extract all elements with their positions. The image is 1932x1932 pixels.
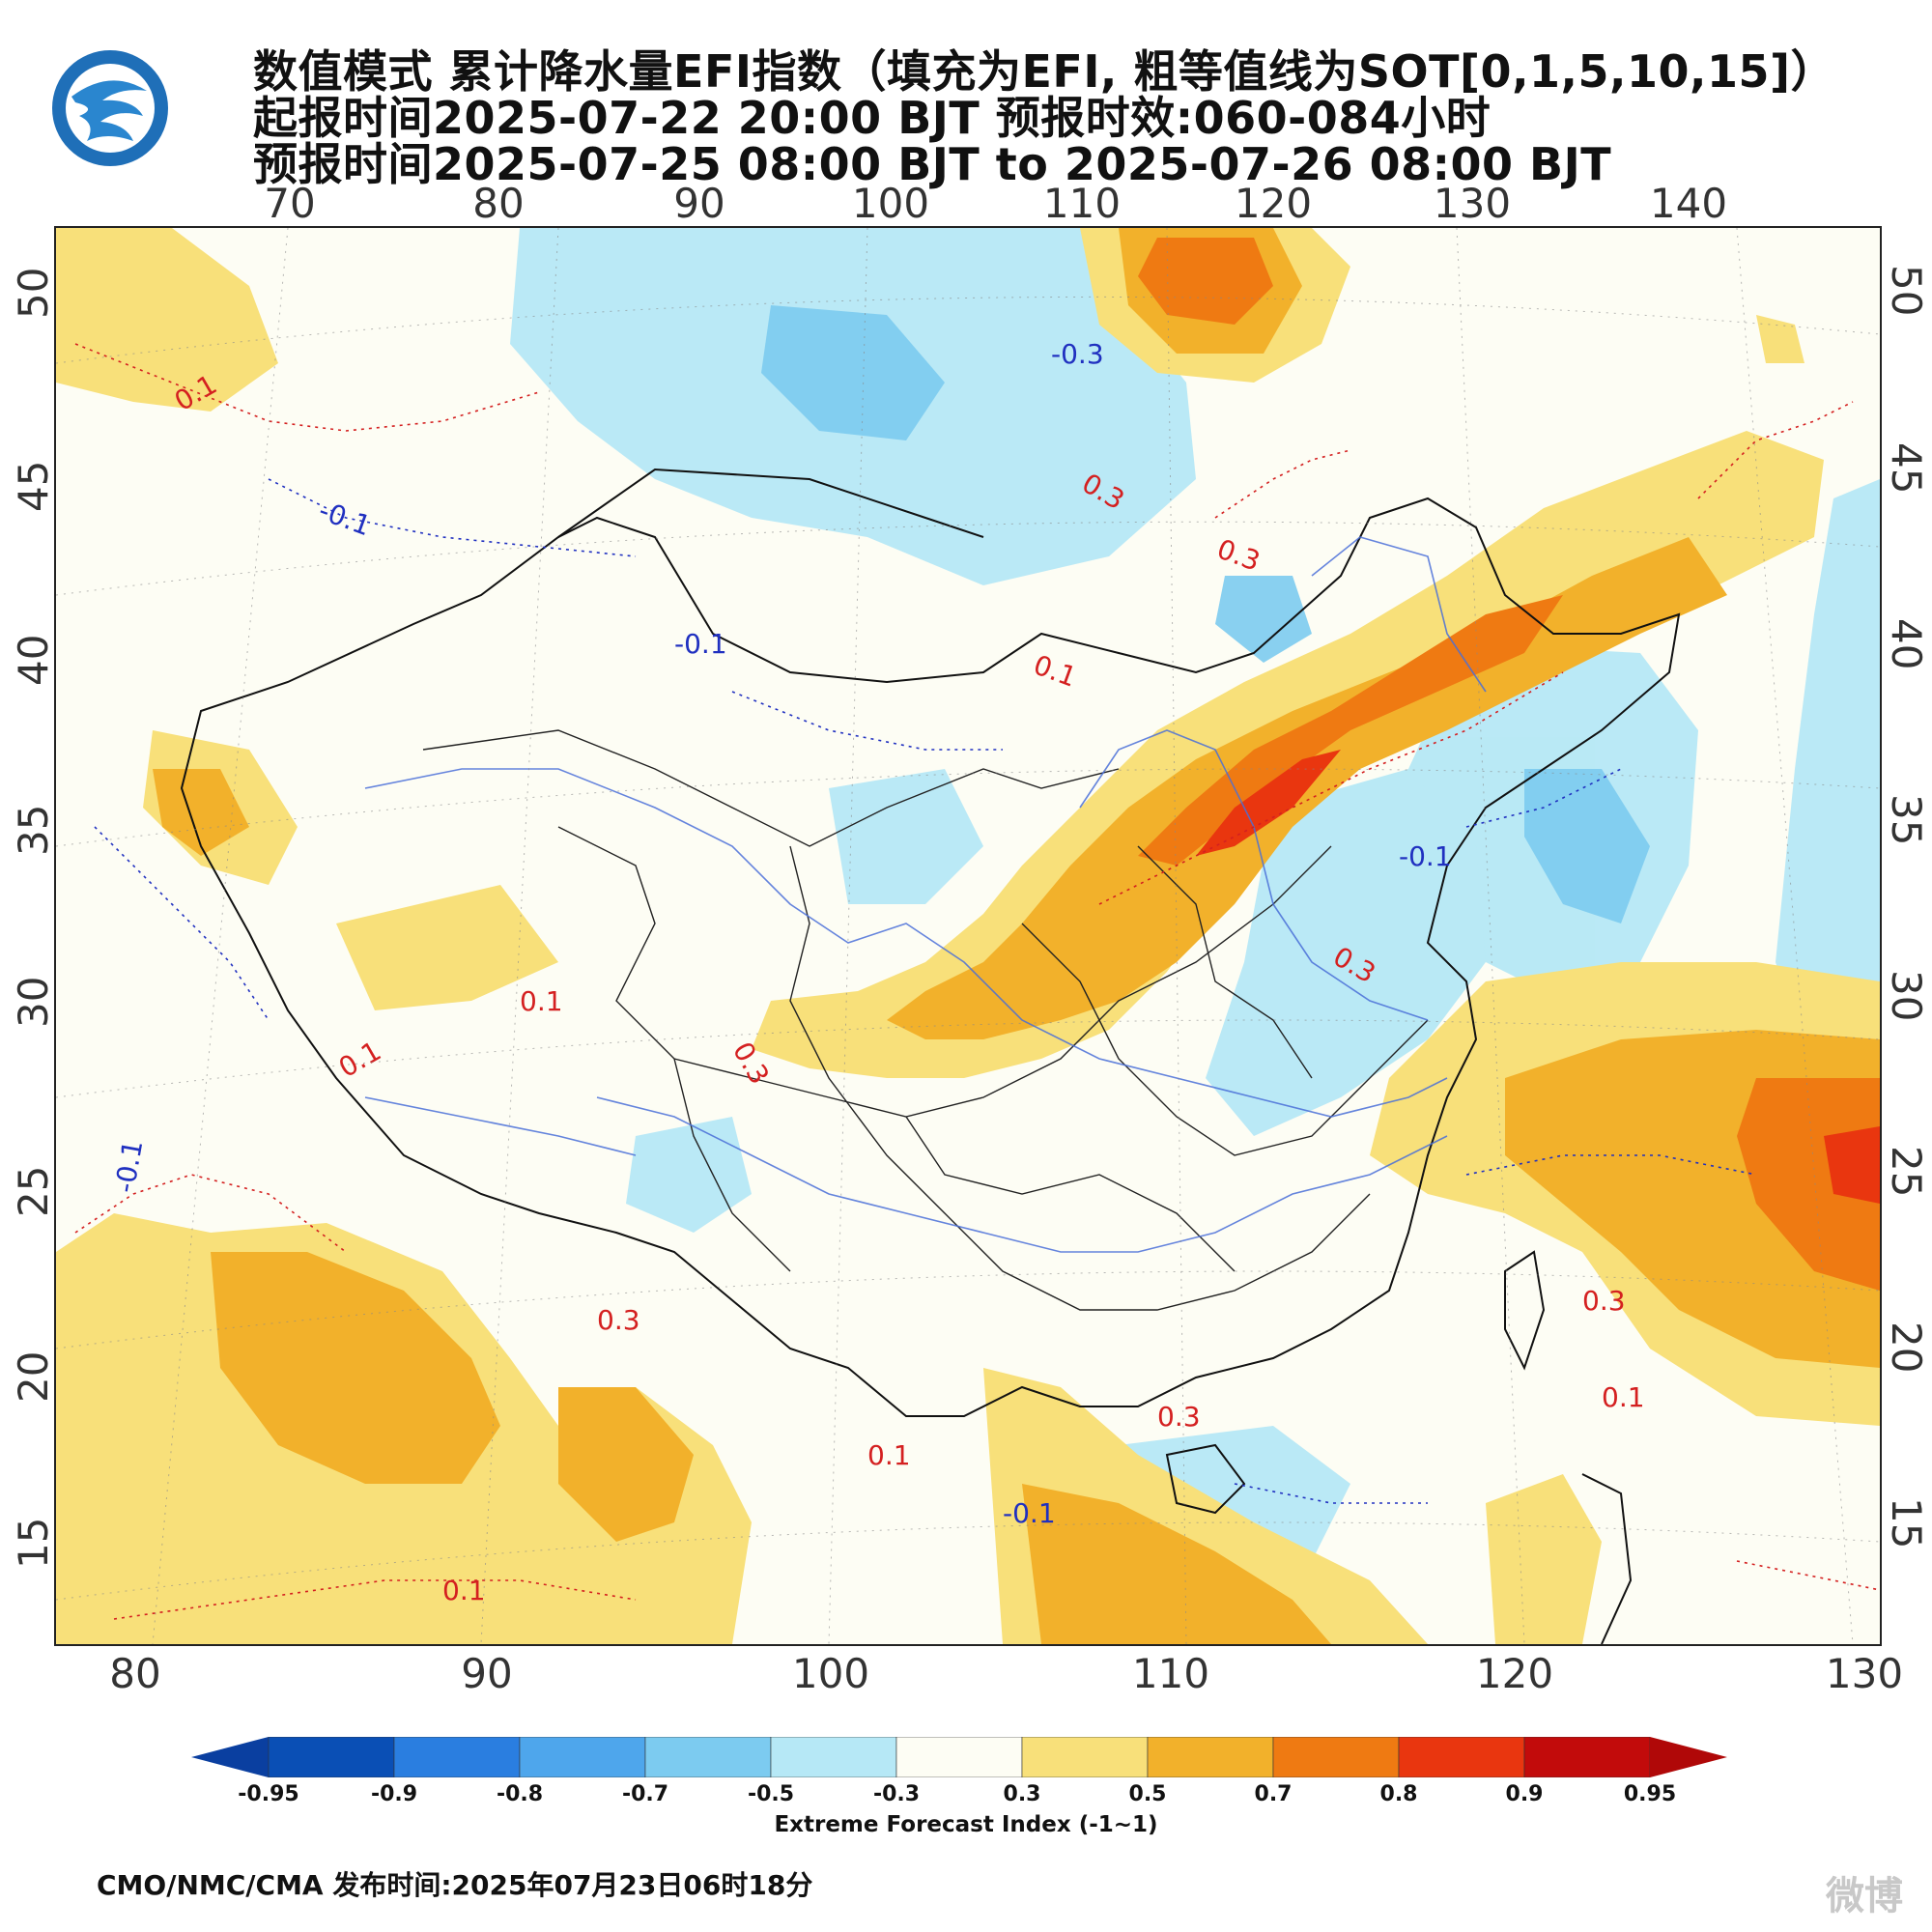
- title-line-3: 预报时间2025-07-25 08:00 BJT to 2025-07-26 0…: [253, 138, 1612, 190]
- left-lat-tick: 30: [10, 976, 57, 1028]
- colorbar-segment: [393, 1736, 521, 1778]
- colorbar-tick-label: 0.95: [1623, 1782, 1677, 1806]
- cma-logo-icon: [52, 50, 168, 166]
- top-lon-tick: 140: [1649, 180, 1728, 227]
- blue-contour-lines: [94, 478, 1757, 1504]
- colorbar-tick-label: 0.8: [1379, 1782, 1418, 1806]
- logo: [50, 48, 170, 168]
- top-lon-tick: 80: [472, 180, 525, 227]
- right-lat-tick: 25: [1883, 1146, 1930, 1198]
- top-lon-tick: 100: [851, 180, 930, 227]
- left-lat-tick: 25: [10, 1165, 57, 1217]
- right-lat-tick: 35: [1883, 794, 1930, 846]
- colorbar-segment: [1523, 1736, 1651, 1778]
- top-lon-tick: 120: [1234, 180, 1313, 227]
- contour-label: 0.1: [867, 1439, 911, 1471]
- colorbar-segment: [770, 1736, 897, 1778]
- bottom-lon-tick: 90: [461, 1650, 513, 1697]
- right-lat-tick: 40: [1883, 618, 1930, 670]
- efi-0.8-areas: [1196, 750, 1880, 1204]
- map-panel: 0.1 -0.1 0.3 -0.3 0.1 0.3 -0.1 0.1 0.3 -0.1 0.1 0.3…: [54, 226, 1882, 1646]
- strong-negative-efi-areas: [761, 305, 1650, 923]
- country-boundaries: [180, 468, 1681, 1644]
- issue-time-footer: CMO/NMC/CMA 发布时间:2025年07月23日06时18分: [97, 1869, 813, 1901]
- top-lon-tick: 70: [264, 180, 316, 227]
- colorbar-svg: [191, 1736, 1727, 1778]
- contour-label: -0.1: [1003, 1497, 1056, 1529]
- colorbar-tick-label: -0.3: [872, 1782, 921, 1806]
- left-lat-tick: 20: [10, 1350, 57, 1403]
- left-lat-tick: 50: [10, 267, 57, 319]
- colorbar-segment: [1147, 1736, 1274, 1778]
- bottom-lon-tick: 130: [1825, 1650, 1904, 1697]
- colorbar-segment: [1398, 1736, 1525, 1778]
- left-lat-tick: 40: [10, 634, 57, 686]
- contour-label: -0.3: [1051, 338, 1104, 370]
- province-boundaries: [422, 729, 1429, 1311]
- top-lon-tick: 110: [1042, 180, 1122, 227]
- title-line-2: 起报时间2025-07-22 20:00 BJT 预报时效:060-084小时: [253, 92, 1492, 144]
- left-lat-tick: 35: [10, 804, 57, 856]
- contour-label: 0.3: [597, 1304, 640, 1336]
- right-lat-tick: 20: [1883, 1321, 1930, 1374]
- bottom-lon-tick: 100: [791, 1650, 870, 1697]
- colorbar-segment: [1021, 1736, 1149, 1778]
- top-lon-tick: 130: [1433, 180, 1512, 227]
- colorbar-low-arrow: [191, 1737, 269, 1777]
- colorbar-tick-label: -0.9: [370, 1782, 418, 1806]
- top-lon-tick: 90: [673, 180, 725, 227]
- contour-label: -0.1: [674, 628, 727, 660]
- colorbar-segment: [519, 1736, 646, 1778]
- right-lat-tick: 45: [1883, 442, 1930, 495]
- right-lat-tick: 15: [1883, 1497, 1930, 1549]
- left-lat-tick: 15: [10, 1517, 57, 1569]
- left-lat-tick: 45: [10, 460, 57, 512]
- bottom-lon-tick: 110: [1131, 1650, 1210, 1697]
- colorbar-tick-label: -0.95: [238, 1782, 299, 1806]
- watermark: 微博: [1826, 1874, 1903, 1918]
- colorbar-tick-label: -0.8: [496, 1782, 544, 1806]
- contour-label: 0.1: [442, 1575, 486, 1606]
- contour-label: 0.1: [1602, 1381, 1645, 1413]
- colorbar-tick-label: -0.7: [621, 1782, 669, 1806]
- graticule: [56, 228, 1880, 1644]
- efi-map: 0.1-0.10.3-0.30.10.3-0.10.1 0.3-0.10.10.3…: [56, 228, 1880, 1644]
- colorbar-caption: Extreme Forecast Index (-1~1): [774, 1812, 1158, 1837]
- colorbar-tick-label: 0.7: [1254, 1782, 1293, 1806]
- colorbar-tick-label: -0.5: [747, 1782, 795, 1806]
- colorbar-tick-label: 0.5: [1128, 1782, 1167, 1806]
- colorbar-segment: [644, 1736, 772, 1778]
- right-lat-tick: 50: [1883, 265, 1930, 317]
- efi-0.7-areas: [1138, 238, 1880, 1291]
- right-lat-tick: 30: [1883, 970, 1930, 1022]
- title-line-1: 数值模式 累计降水量EFI指数（填充为EFI, 粗等值线为SOT[0,1,5,1…: [253, 45, 1836, 98]
- contour-label: -0.1: [1399, 840, 1452, 872]
- colorbar-segment: [268, 1736, 395, 1778]
- contour-label: 0.3: [1157, 1401, 1201, 1433]
- bottom-lon-tick: 120: [1475, 1650, 1554, 1697]
- colorbar-high-arrow: [1650, 1737, 1727, 1777]
- colorbar: [191, 1736, 1743, 1778]
- colorbar-segment: [895, 1736, 1023, 1778]
- colorbar-segment: [1272, 1736, 1400, 1778]
- contour-label: 0.3: [1582, 1285, 1626, 1317]
- red-contour-lines: [74, 343, 1880, 1620]
- colorbar-tick-label: 0.9: [1505, 1782, 1544, 1806]
- contour-label: 0.1: [520, 985, 563, 1017]
- bottom-lon-tick: 80: [109, 1650, 161, 1697]
- rivers: [364, 536, 1487, 1253]
- colorbar-tick-label: 0.3: [1003, 1782, 1041, 1806]
